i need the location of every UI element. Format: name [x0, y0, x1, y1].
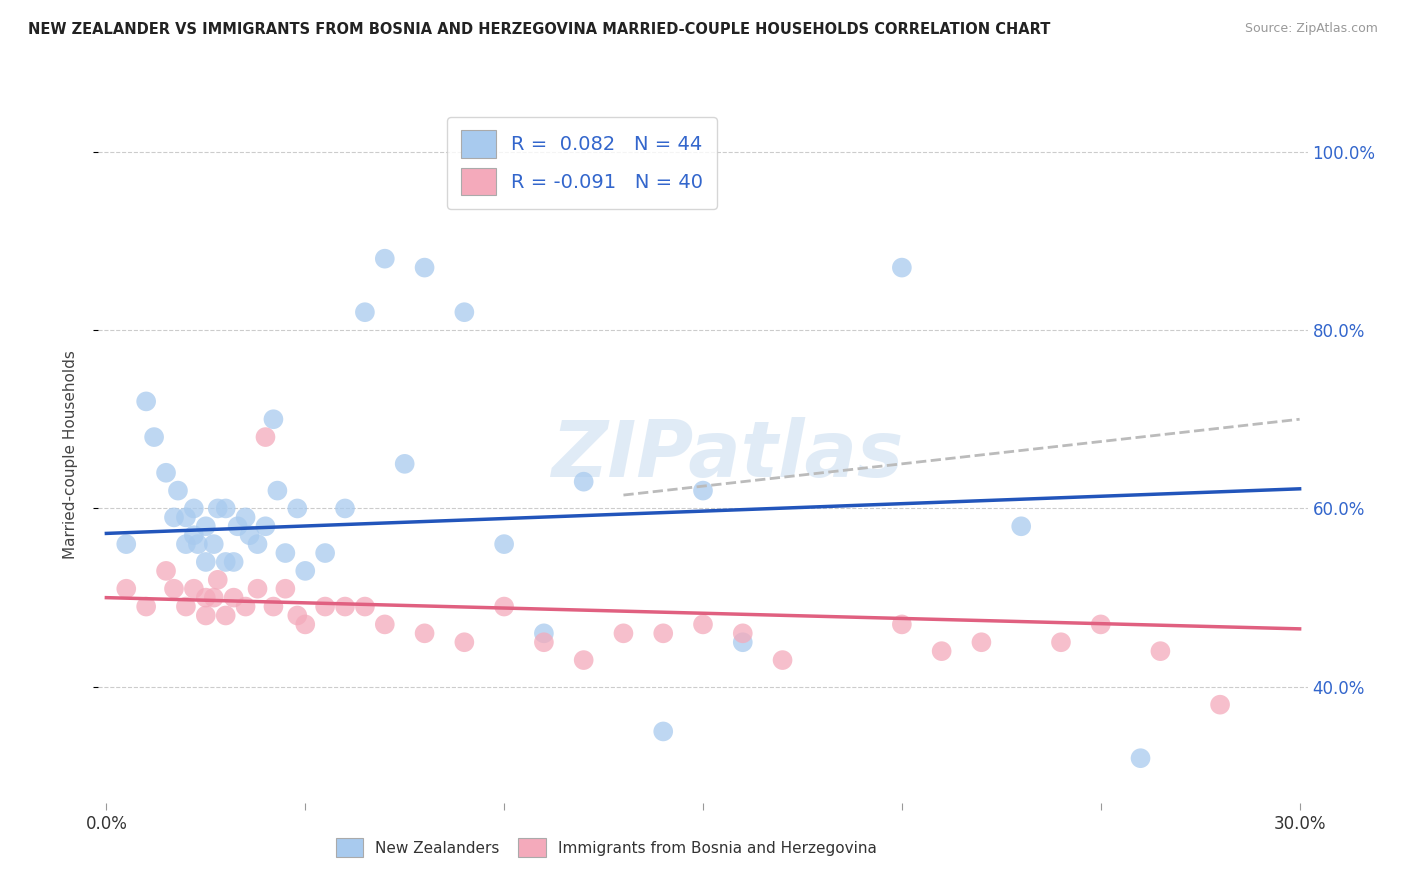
Point — [652, 626, 675, 640]
Point — [572, 653, 595, 667]
Point — [202, 537, 225, 551]
Point — [235, 510, 257, 524]
Point — [235, 599, 257, 614]
Point — [413, 260, 436, 275]
Point — [533, 626, 555, 640]
Point — [285, 608, 308, 623]
Point — [931, 644, 953, 658]
Point — [254, 430, 277, 444]
Point — [374, 252, 396, 266]
Point — [333, 501, 356, 516]
Point — [374, 617, 396, 632]
Point — [262, 412, 284, 426]
Point — [285, 501, 308, 516]
Point — [215, 608, 238, 623]
Point — [294, 617, 316, 632]
Point — [354, 305, 377, 319]
Point — [1129, 751, 1152, 765]
Point — [167, 483, 190, 498]
Point — [1010, 519, 1032, 533]
Point — [1149, 644, 1171, 658]
Point — [194, 519, 217, 533]
Point — [163, 582, 186, 596]
Point — [215, 501, 238, 516]
Point — [207, 573, 229, 587]
Point — [274, 546, 297, 560]
Point — [890, 617, 912, 632]
Legend: New Zealanders, Immigrants from Bosnia and Herzegovina: New Zealanders, Immigrants from Bosnia a… — [328, 830, 884, 864]
Text: NEW ZEALANDER VS IMMIGRANTS FROM BOSNIA AND HERZEGOVINA MARRIED-COUPLE HOUSEHOLD: NEW ZEALANDER VS IMMIGRANTS FROM BOSNIA … — [28, 22, 1050, 37]
Point — [413, 626, 436, 640]
Point — [692, 617, 714, 632]
Point — [354, 599, 377, 614]
Point — [202, 591, 225, 605]
Point — [494, 537, 516, 551]
Point — [174, 510, 197, 524]
Point — [572, 475, 595, 489]
Point — [294, 564, 316, 578]
Point — [246, 537, 269, 551]
Point — [1209, 698, 1232, 712]
Point — [652, 724, 675, 739]
Point — [453, 635, 475, 649]
Point — [533, 635, 555, 649]
Point — [453, 305, 475, 319]
Point — [222, 591, 245, 605]
Point — [174, 537, 197, 551]
Text: ZIPatlas: ZIPatlas — [551, 417, 903, 493]
Point — [115, 537, 138, 551]
Point — [494, 599, 516, 614]
Point — [890, 260, 912, 275]
Point — [115, 582, 138, 596]
Point — [215, 555, 238, 569]
Point — [246, 582, 269, 596]
Point — [174, 599, 197, 614]
Point — [266, 483, 288, 498]
Point — [254, 519, 277, 533]
Point — [262, 599, 284, 614]
Point — [970, 635, 993, 649]
Point — [1090, 617, 1112, 632]
Point — [207, 501, 229, 516]
Point — [163, 510, 186, 524]
Point — [1050, 635, 1073, 649]
Point — [772, 653, 794, 667]
Point — [692, 483, 714, 498]
Point — [194, 555, 217, 569]
Point — [187, 537, 209, 551]
Point — [274, 582, 297, 596]
Point — [183, 501, 205, 516]
Point — [155, 564, 177, 578]
Point — [135, 599, 157, 614]
Point — [731, 635, 754, 649]
Point — [194, 591, 217, 605]
Point — [612, 626, 634, 640]
Point — [731, 626, 754, 640]
Point — [143, 430, 166, 444]
Point — [222, 555, 245, 569]
Point — [333, 599, 356, 614]
Point — [394, 457, 416, 471]
Text: Source: ZipAtlas.com: Source: ZipAtlas.com — [1244, 22, 1378, 36]
Point — [314, 599, 336, 614]
Point — [194, 608, 217, 623]
Point — [314, 546, 336, 560]
Point — [226, 519, 249, 533]
Point — [135, 394, 157, 409]
Point — [183, 582, 205, 596]
Y-axis label: Married-couple Households: Married-couple Households — [63, 351, 77, 559]
Point — [155, 466, 177, 480]
Point — [183, 528, 205, 542]
Point — [239, 528, 262, 542]
